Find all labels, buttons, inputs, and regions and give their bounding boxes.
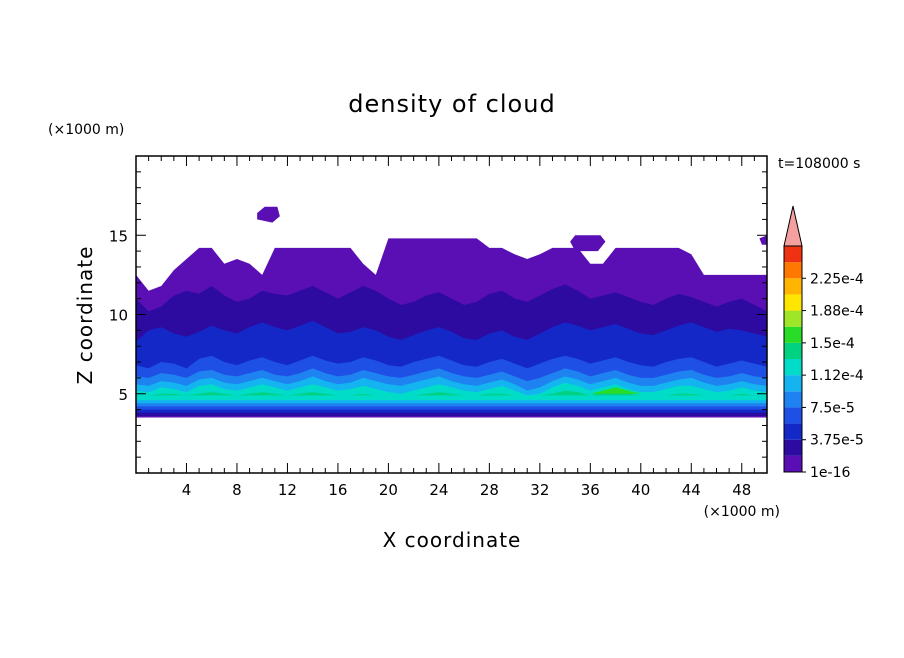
colorbar-swatch bbox=[784, 262, 802, 279]
cloud-fragment-2 bbox=[759, 235, 767, 245]
colorbar-swatch bbox=[784, 278, 802, 295]
time-label: t=108000 s bbox=[778, 156, 860, 172]
colorbar-swatch bbox=[784, 294, 802, 311]
x-tick-label: 12 bbox=[278, 481, 297, 499]
colorbar-swatch bbox=[784, 342, 802, 359]
colorbar-swatch bbox=[784, 423, 802, 440]
contour-level-8 bbox=[136, 387, 767, 394]
x-tick-label: 48 bbox=[732, 481, 751, 499]
colorbar-tick-label: 1e-16 bbox=[810, 465, 850, 481]
colorbar-tick-label: 2.25e-4 bbox=[810, 271, 864, 287]
x-tick-label: 32 bbox=[530, 481, 549, 499]
y-tick-label: 15 bbox=[109, 227, 128, 245]
colorbar-tick-label: 1.12e-4 bbox=[810, 368, 864, 384]
colorbar-tick-label: 3.75e-5 bbox=[810, 433, 864, 449]
x-axis-label: X coordinate bbox=[383, 528, 522, 552]
y-tick-label: 5 bbox=[118, 386, 128, 404]
x-tick-label: 28 bbox=[480, 481, 499, 499]
plot-area bbox=[136, 206, 767, 418]
x-tick-label: 44 bbox=[682, 481, 701, 499]
cloud-fragment-0 bbox=[257, 206, 280, 223]
colorbar: 1e-16 3.75e-5 7.5e-5 1.12e-4 1.5e-4 1.88e-4 2.… bbox=[783, 205, 864, 481]
cloud-fragment-1 bbox=[570, 235, 606, 252]
contour-layers bbox=[136, 206, 767, 418]
y-tick-label: 10 bbox=[109, 307, 128, 325]
x-unit-label: (×1000 m) bbox=[704, 504, 780, 520]
x-tick-label: 8 bbox=[232, 481, 242, 499]
y-unit-label: (×1000 m) bbox=[48, 122, 124, 138]
colorbar-swatch bbox=[784, 391, 802, 408]
chart-title: density of cloud bbox=[348, 90, 555, 118]
colorbar-swatch bbox=[784, 310, 802, 327]
colorbar-swatch bbox=[784, 407, 802, 424]
colorbar-swatch bbox=[784, 359, 802, 376]
colorbar-swatch bbox=[784, 375, 802, 392]
colorbar-swatch bbox=[784, 439, 802, 456]
colorbar-tick-label: 1.88e-4 bbox=[810, 304, 864, 320]
x-tick-label: 24 bbox=[429, 481, 448, 499]
colorbar-swatch bbox=[784, 246, 802, 263]
colorbar-frame bbox=[783, 245, 803, 473]
x-tick-label: 16 bbox=[328, 481, 347, 499]
y-axis-label: Z coordinate bbox=[73, 246, 97, 385]
colorbar-tick-label: 1.5e-4 bbox=[810, 336, 855, 352]
colorbar-tick-label: 7.5e-5 bbox=[810, 400, 855, 416]
x-tick-label: 4 bbox=[182, 481, 192, 499]
contour-level-6 bbox=[136, 382, 767, 401]
x-tick-label: 36 bbox=[581, 481, 600, 499]
x-tick-label: 20 bbox=[379, 481, 398, 499]
colorbar-swatch bbox=[784, 455, 802, 472]
colorbar-swatch bbox=[784, 326, 802, 343]
x-tick-label: 40 bbox=[631, 481, 650, 499]
